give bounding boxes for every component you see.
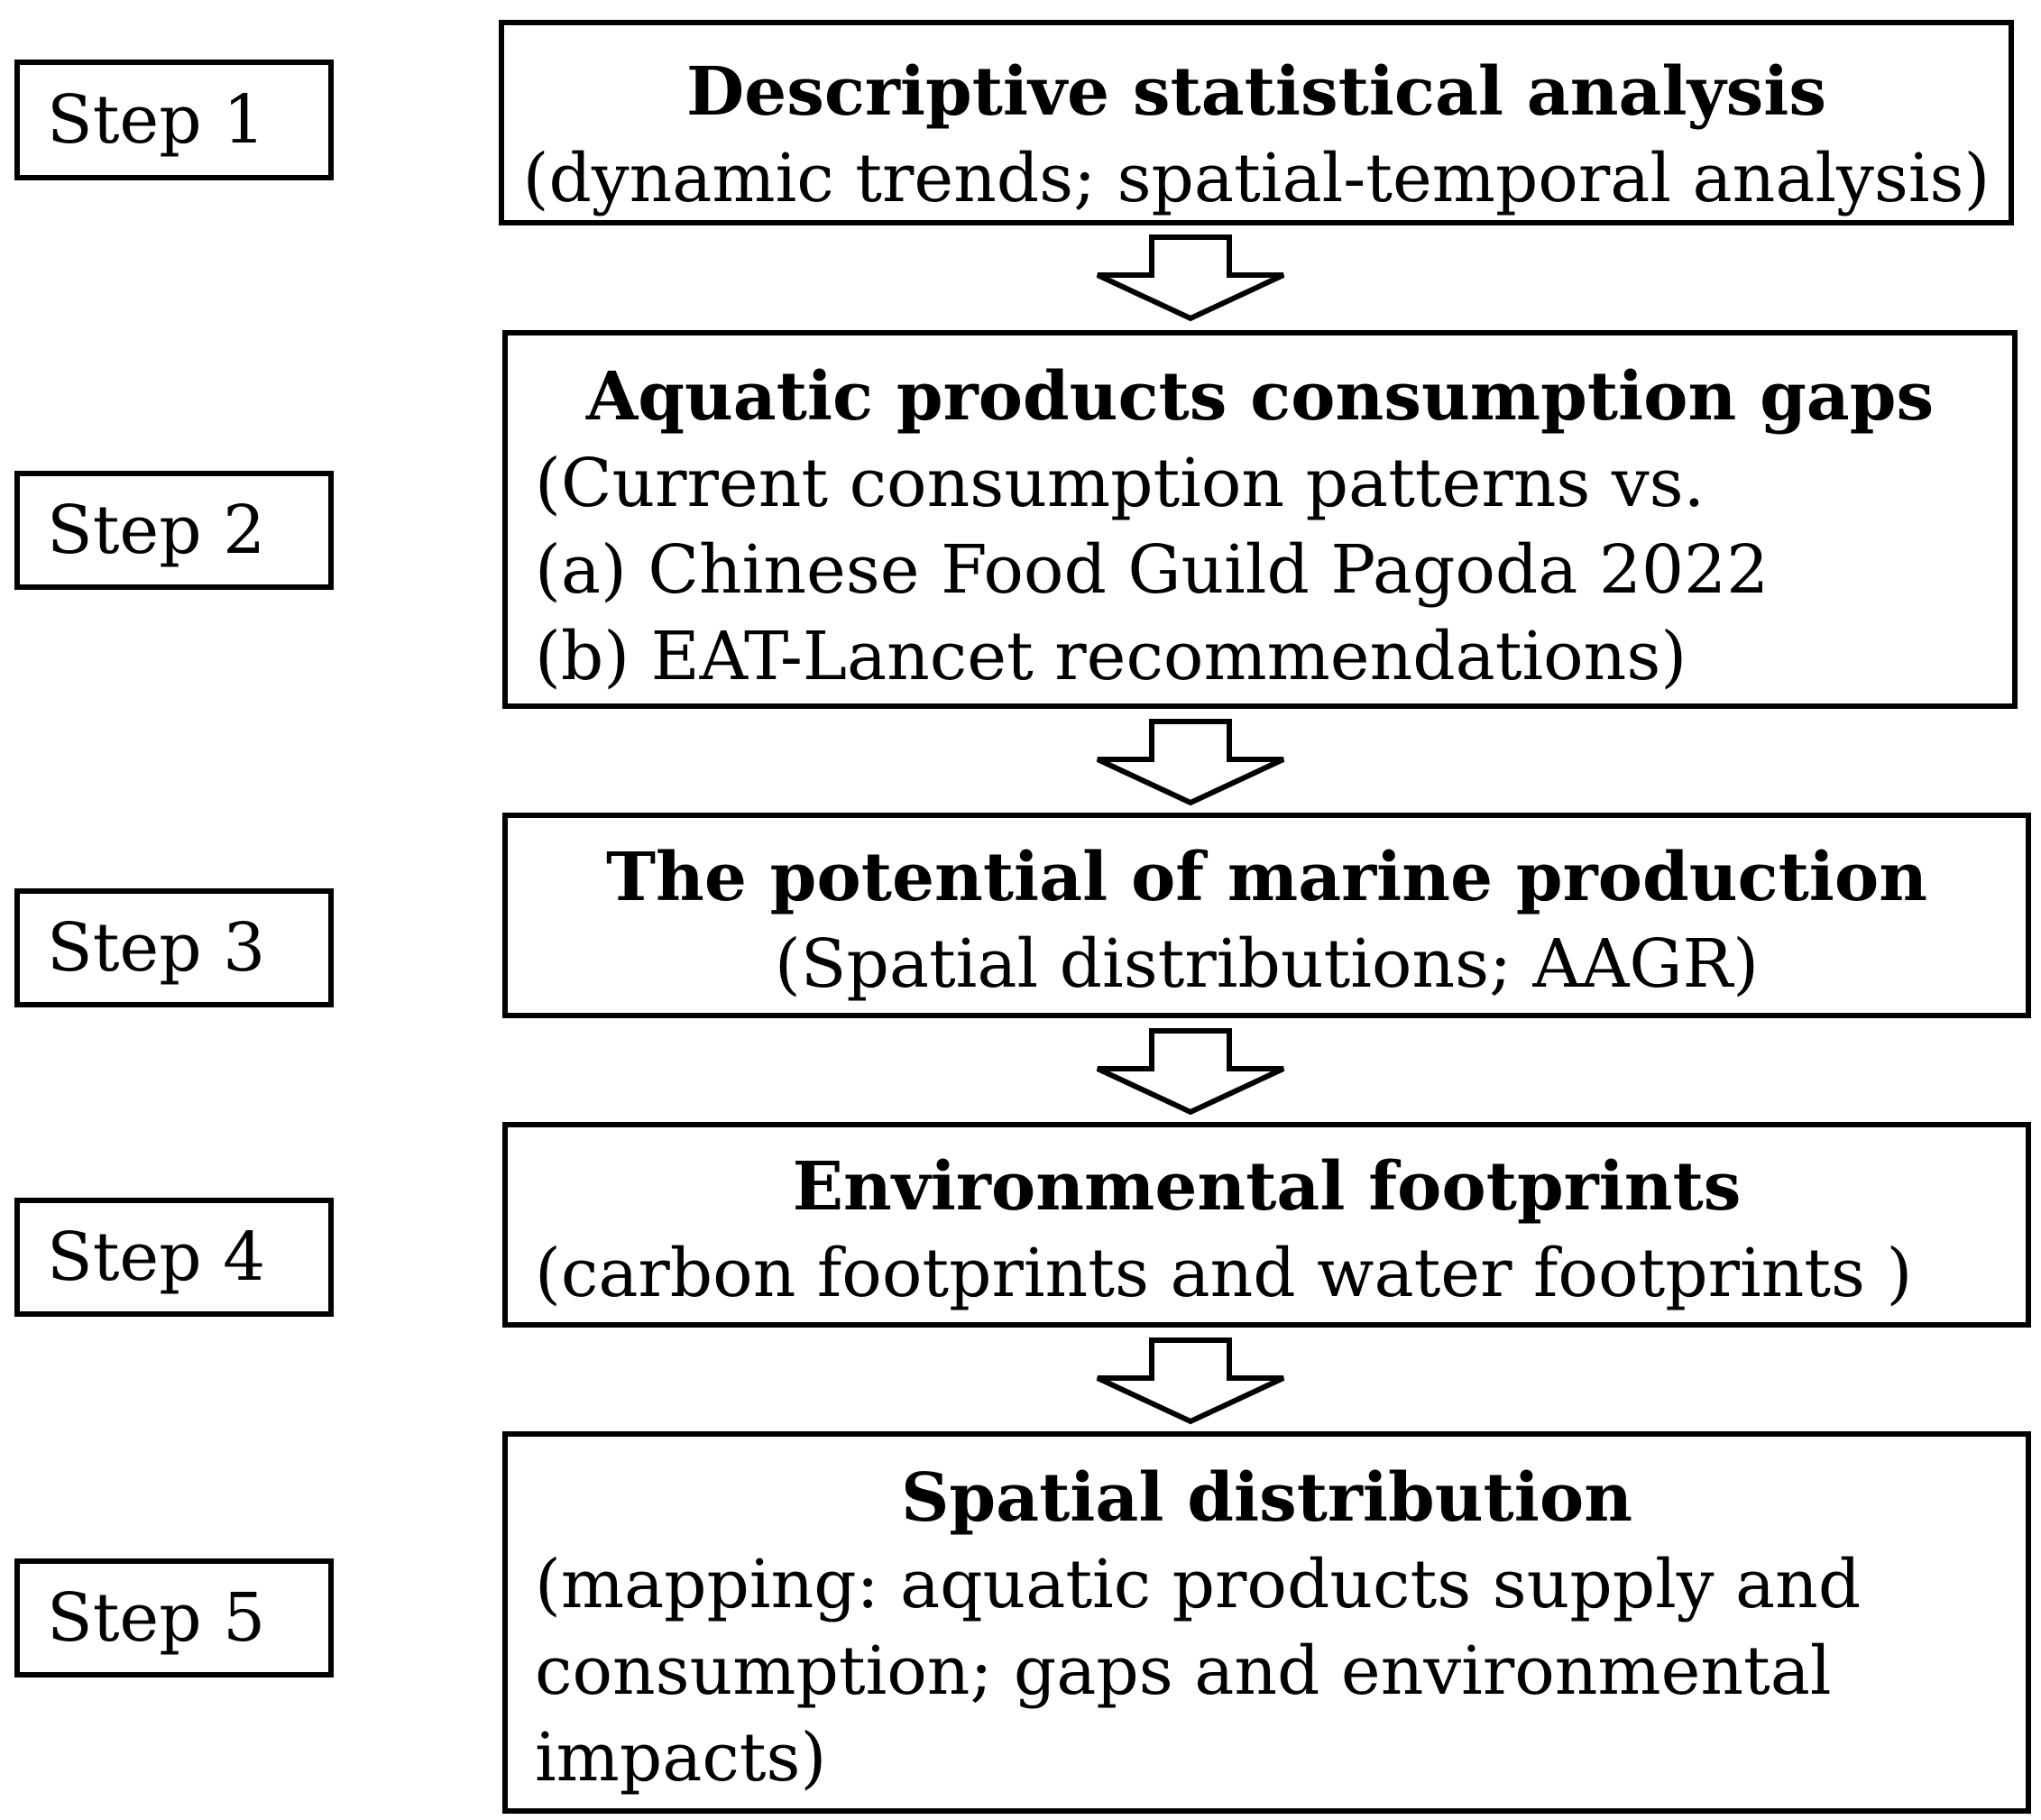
step-4-text: Step 4 bbox=[47, 1218, 266, 1296]
step-5-title: Spatial distribution bbox=[900, 1459, 1633, 1537]
step-2-text: Step 2 bbox=[47, 492, 266, 569]
step-5-label: Step 5 bbox=[14, 1558, 334, 1678]
step-1-detail: (dynamic trends; spatial-temporal analys… bbox=[522, 140, 1990, 217]
down-arrow-2 bbox=[1091, 717, 1290, 807]
step-5-line-2: consumption; gaps and environmental bbox=[535, 1632, 1832, 1710]
step-5-line-1: (mapping: aquatic products supply and bbox=[535, 1546, 1862, 1623]
step-1-text: Step 1 bbox=[47, 81, 266, 159]
step-1-title: Descriptive statistical analysis bbox=[685, 53, 1827, 131]
step-3-detail: (Spatial distributions; AAGR) bbox=[774, 925, 1760, 1003]
down-arrow-3 bbox=[1091, 1026, 1290, 1117]
step-2-line-1: (Current consumption patterns vs. bbox=[535, 445, 1705, 522]
step-4-label: Step 4 bbox=[14, 1198, 334, 1317]
step-2-label: Step 2 bbox=[14, 471, 334, 590]
step-4-detail: (carbon footprints and water footprints … bbox=[535, 1235, 1913, 1312]
step-5-box: Spatial distribution (mapping: aquatic p… bbox=[502, 1431, 2031, 1814]
step-3-title: The potential of marine production bbox=[605, 839, 1928, 916]
step-2-box: Aquatic products consumption gaps (Curre… bbox=[502, 330, 2018, 709]
step-5-line-3: impacts) bbox=[535, 1719, 827, 1797]
down-arrow-1 bbox=[1091, 233, 1290, 323]
step-1-box: Descriptive statistical analysis (dynami… bbox=[499, 20, 2014, 225]
step-3-box: The potential of marine production (Spat… bbox=[502, 813, 2031, 1018]
step-2-line-3: (b) EAT-Lancet recommendations) bbox=[535, 618, 1687, 695]
down-arrow-4 bbox=[1091, 1336, 1290, 1426]
step-1-label: Step 1 bbox=[14, 60, 334, 180]
step-4-box: Environmental footprints (carbon footpri… bbox=[502, 1122, 2031, 1328]
step-2-title: Aquatic products consumption gaps bbox=[585, 358, 1935, 436]
step-5-text: Step 5 bbox=[47, 1579, 266, 1657]
step-3-label: Step 3 bbox=[14, 888, 334, 1007]
step-3-text: Step 3 bbox=[47, 909, 266, 987]
step-2-line-2: (a) Chinese Food Guild Pagoda 2022 bbox=[535, 531, 1770, 609]
step-4-title: Environmental footprints bbox=[792, 1148, 1742, 1226]
